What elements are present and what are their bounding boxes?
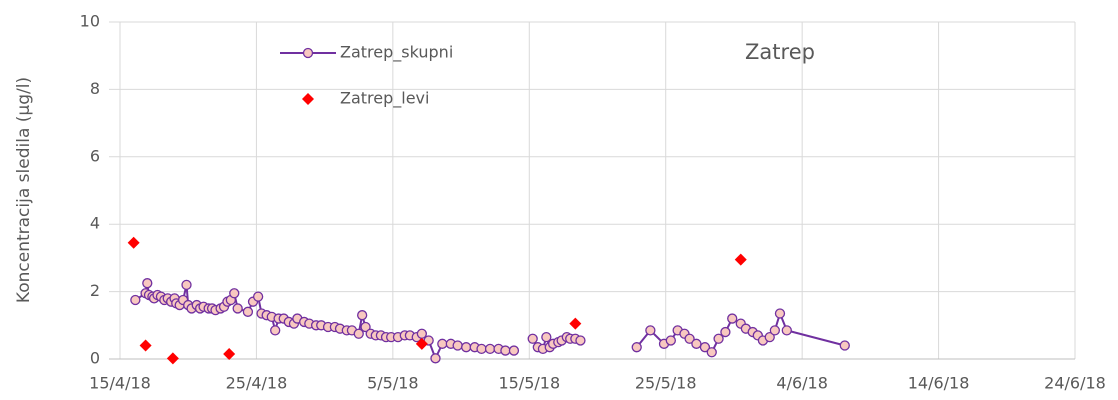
- x-tick-label: 14/6/18: [908, 374, 970, 393]
- y-axis-label: Koncentracija sledila (µg/l): [14, 77, 34, 303]
- marker: [500, 345, 511, 356]
- marker: [139, 339, 152, 352]
- y-tick-label: 4: [90, 214, 100, 233]
- marker: [706, 347, 717, 358]
- marker: [575, 335, 586, 346]
- marker: [713, 333, 724, 344]
- y-tick-label: 2: [90, 281, 100, 300]
- x-tick-label: 15/4/18: [89, 374, 151, 393]
- legend-marker: [302, 47, 314, 59]
- marker: [769, 325, 781, 336]
- marker: [691, 338, 702, 349]
- marker: [360, 321, 371, 333]
- legend-marker: [302, 93, 314, 105]
- marker: [452, 340, 463, 351]
- marker: [569, 317, 582, 330]
- marker: [242, 306, 254, 317]
- marker: [166, 352, 179, 365]
- marker: [839, 340, 850, 351]
- marker: [127, 236, 140, 249]
- marker: [232, 303, 243, 314]
- marker: [270, 325, 281, 336]
- marker: [223, 347, 236, 360]
- marker: [357, 310, 368, 321]
- marker: [430, 353, 441, 364]
- y-tick-label: 8: [90, 79, 100, 98]
- marker: [476, 343, 487, 355]
- marker: [781, 325, 792, 336]
- marker: [665, 335, 676, 346]
- marker: [461, 342, 472, 353]
- marker: [252, 291, 264, 302]
- legend-label: Zatrep_skupni: [340, 43, 453, 63]
- x-tick-label: 15/5/18: [498, 374, 560, 393]
- marker: [720, 326, 731, 338]
- marker: [631, 342, 642, 353]
- x-tick-label: 24/6/18: [1044, 374, 1106, 393]
- marker: [774, 308, 786, 319]
- marker: [734, 253, 747, 266]
- x-tick-label: 25/5/18: [635, 374, 697, 393]
- marker: [353, 328, 364, 339]
- y-tick-label: 10: [80, 12, 100, 31]
- marker: [437, 338, 448, 349]
- marker: [130, 294, 141, 306]
- y-tick-label: 6: [90, 146, 100, 165]
- marker: [541, 331, 552, 343]
- marker: [229, 288, 240, 299]
- marker: [484, 343, 496, 355]
- marker: [527, 333, 538, 344]
- legend-label: Zatrep_levi: [340, 89, 429, 109]
- marker: [684, 333, 695, 344]
- x-tick-label: 4/6/18: [776, 374, 828, 393]
- marker: [508, 345, 520, 356]
- x-tick-label: 25/4/18: [226, 374, 288, 393]
- marker: [699, 342, 711, 353]
- marker: [764, 331, 775, 343]
- marker: [142, 278, 153, 289]
- marker: [181, 279, 192, 291]
- marker: [645, 325, 656, 336]
- y-tick-label: 0: [90, 349, 100, 368]
- marker: [727, 313, 738, 324]
- x-tick-label: 5/5/18: [367, 374, 419, 393]
- marker: [415, 337, 428, 350]
- chart-title: Zatrep: [745, 40, 815, 64]
